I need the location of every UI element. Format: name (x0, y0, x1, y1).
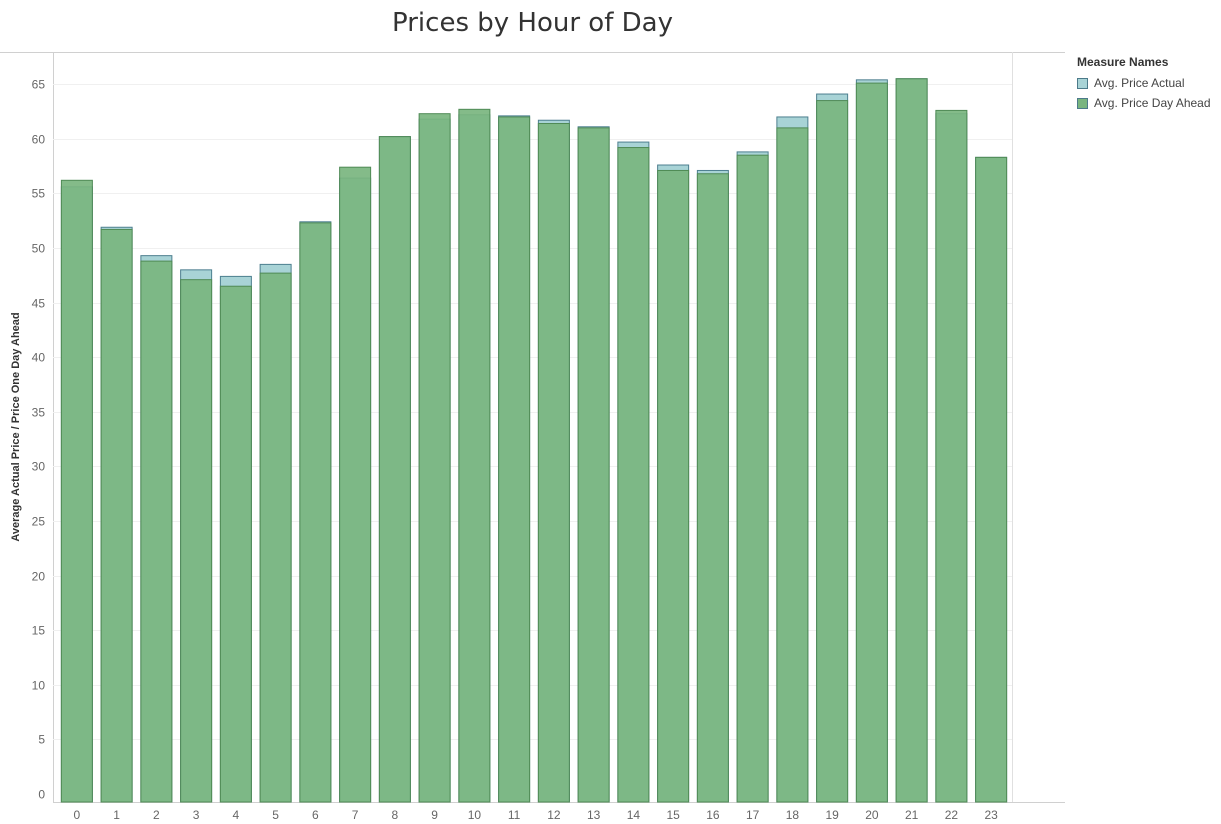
x-tick-label: 12 (547, 808, 561, 822)
bar-day-ahead (537, 123, 570, 803)
x-tick-label: 9 (431, 808, 438, 822)
bar-day-ahead (776, 127, 809, 803)
bar-day-ahead (855, 82, 888, 803)
legend-swatch-actual (1077, 77, 1088, 89)
y-tick-label: 30 (32, 460, 46, 474)
y-tick-label: 60 (32, 133, 46, 147)
bar-day-ahead (657, 169, 690, 803)
bar-day-ahead (180, 279, 213, 803)
y-tick-label: 40 (32, 351, 46, 365)
x-tick-label: 19 (825, 808, 839, 822)
legend-item-day-ahead[interactable]: Avg. Price Day Ahead (1077, 93, 1221, 113)
x-tick-label: 11 (508, 808, 521, 822)
y-tick-label: 25 (32, 515, 46, 529)
x-tick-label: 3 (193, 808, 200, 822)
x-tick-label: 2 (153, 808, 160, 822)
y-tick-label: 5 (38, 733, 45, 747)
y-axis-title: Average Actual Price / Price One Day Ahe… (10, 312, 22, 541)
bar-day-ahead (219, 285, 252, 803)
bar-day-ahead (617, 147, 650, 803)
y-tick-label: 55 (32, 187, 46, 201)
x-tick-label: 17 (746, 808, 760, 822)
x-tick-label: 10 (468, 808, 482, 822)
y-tick-label: 10 (32, 679, 46, 693)
bar-day-ahead (458, 108, 491, 803)
x-tick-label: 22 (945, 808, 959, 822)
x-tick-label: 5 (272, 808, 279, 822)
x-tick-label: 14 (627, 808, 641, 822)
x-tick-label: 15 (666, 808, 680, 822)
x-tick-label: 4 (233, 808, 240, 822)
x-tick-label: 16 (706, 808, 720, 822)
legend-label-actual: Avg. Price Actual (1094, 76, 1185, 90)
bar-day-ahead (736, 154, 769, 803)
x-tick-label: 1 (113, 808, 120, 822)
bar-day-ahead (140, 260, 173, 803)
y-tick-label: 65 (32, 78, 46, 92)
y-tick-label: 50 (32, 242, 46, 256)
x-tick-label: 0 (74, 808, 81, 822)
bar-day-ahead (498, 116, 531, 803)
bar-day-ahead (60, 179, 93, 803)
bar-day-ahead (259, 272, 292, 803)
bar-day-ahead (935, 109, 968, 803)
legend-item-actual[interactable]: Avg. Price Actual (1077, 73, 1221, 93)
bar-day-ahead (577, 127, 610, 803)
x-tick-label: 6 (312, 808, 319, 822)
bar-day-ahead (696, 173, 729, 803)
bar-day-ahead (378, 136, 411, 803)
bar-day-ahead (975, 156, 1008, 803)
x-tick-label: 20 (865, 808, 879, 822)
chart-title: Prices by Hour of Day (392, 8, 673, 38)
y-tick-label: 45 (32, 297, 46, 311)
bar-day-ahead (895, 78, 928, 803)
y-tick-label: 35 (32, 406, 46, 420)
x-tick-label: 7 (352, 808, 359, 822)
bar-day-ahead (339, 166, 372, 803)
legend-swatch-day-ahead (1077, 97, 1088, 109)
legend: Measure Names Avg. Price Actual Avg. Pri… (1077, 55, 1221, 113)
bar-day-ahead (299, 222, 332, 803)
x-tick-label: 21 (905, 808, 919, 822)
x-tick-label: 8 (392, 808, 399, 822)
x-tick-label: 18 (786, 808, 800, 822)
y-tick-label: 20 (32, 570, 46, 584)
x-tick-label: 13 (587, 808, 601, 822)
x-tick-label: 23 (984, 808, 998, 822)
y-tick-label: 15 (32, 624, 46, 638)
bar-day-ahead (418, 113, 451, 803)
legend-label-day-ahead: Avg. Price Day Ahead (1094, 96, 1211, 110)
y-tick-label: 0 (38, 788, 45, 802)
bar-day-ahead (100, 228, 133, 803)
legend-title: Measure Names (1077, 55, 1169, 69)
bar-day-ahead (816, 100, 849, 803)
